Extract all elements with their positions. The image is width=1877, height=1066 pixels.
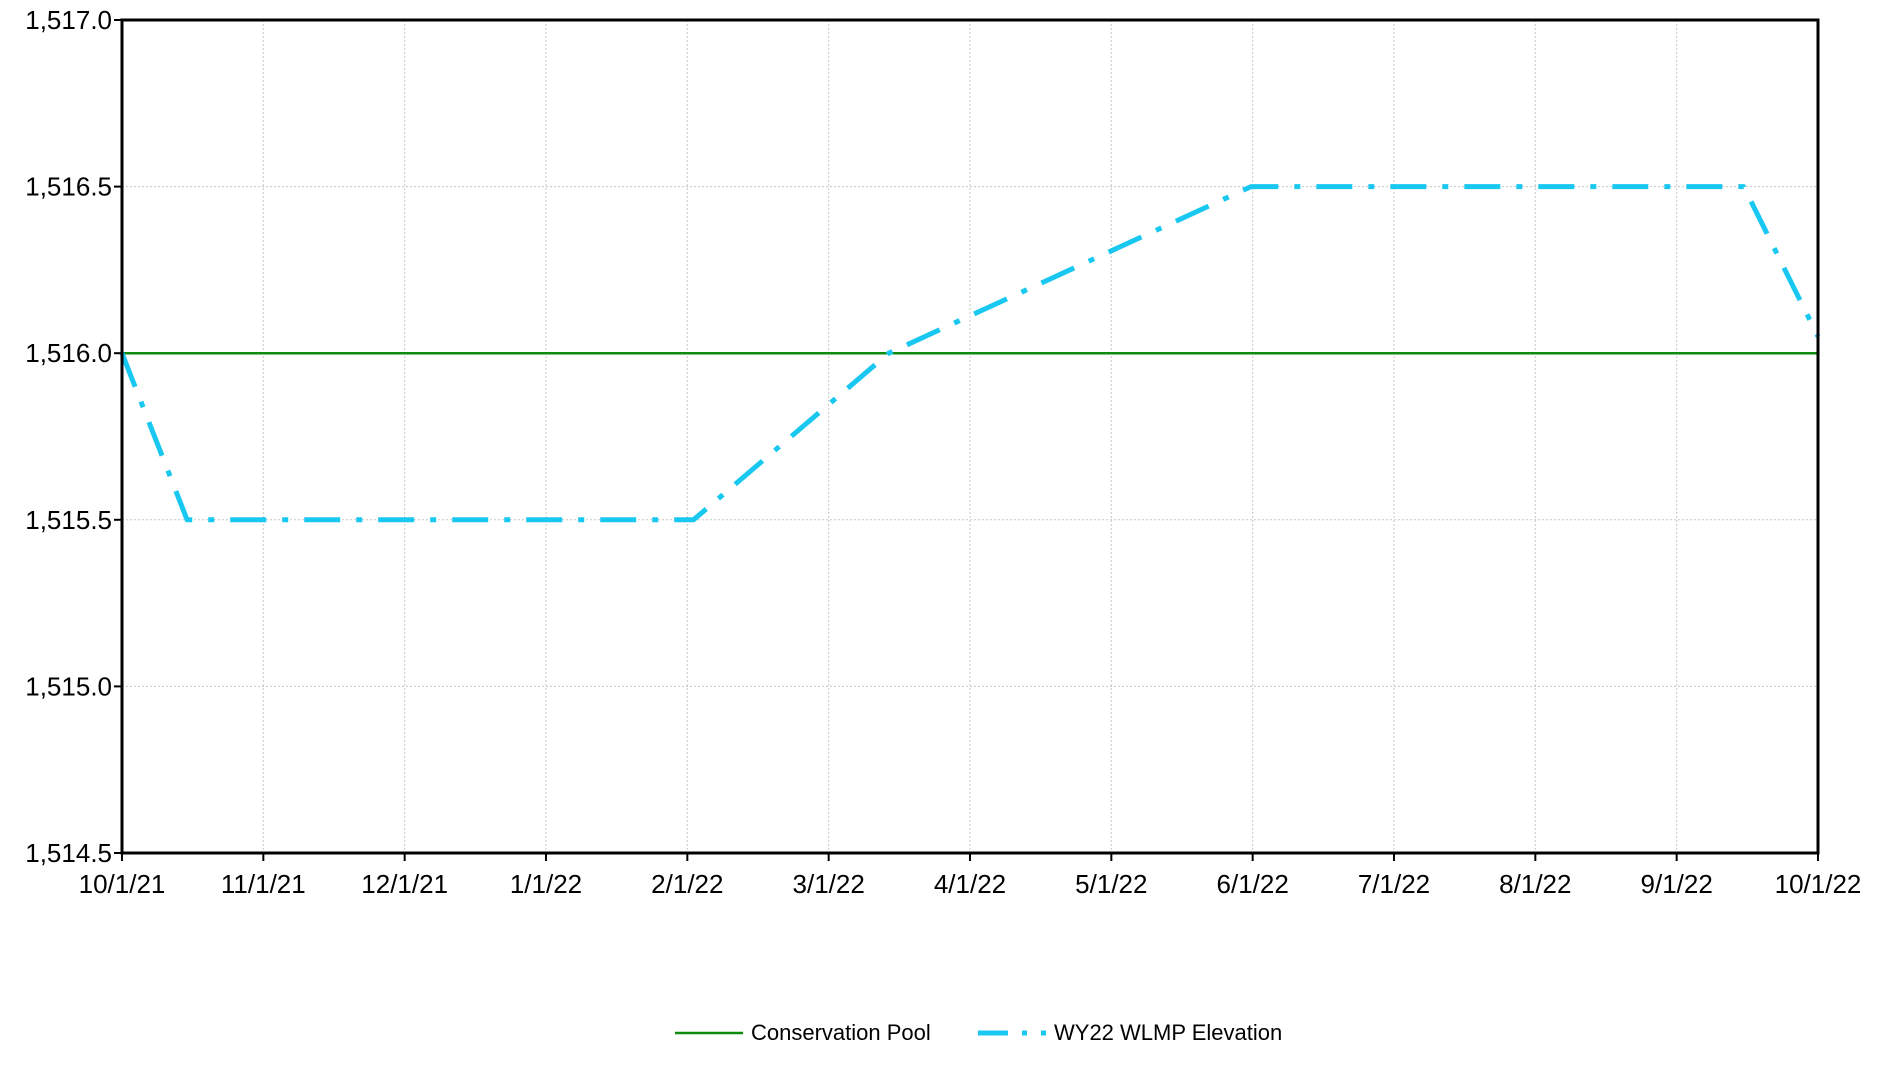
x-tick-label: 1/1/22 xyxy=(510,869,582,899)
x-tick-label: 11/1/21 xyxy=(221,869,306,899)
x-tick-label: 7/1/22 xyxy=(1358,869,1430,899)
x-tick-label: 10/1/22 xyxy=(1775,869,1862,899)
legend-label-1: Conservation Pool xyxy=(751,1020,931,1045)
y-axis-ticks: 1,514.5 1,515.0 1,515.5 1,516.0 1,516.5 1,517… xyxy=(25,5,122,868)
x-tick-label: 2/1/22 xyxy=(651,869,723,899)
x-tick-label: 8/1/22 xyxy=(1499,869,1571,899)
y-tick-label: 1,515.5 xyxy=(25,505,112,535)
y-tick-label: 1,516.5 xyxy=(25,172,112,202)
legend-label-2: WY22 WLMP Elevation xyxy=(1054,1020,1282,1045)
gridlines xyxy=(122,19,1818,854)
y-tick-label: 1,514.5 xyxy=(25,838,112,868)
x-tick-label: 3/1/22 xyxy=(793,869,865,899)
x-tick-label: 10/1/21 xyxy=(79,869,166,899)
y-tick-label: 1,517.0 xyxy=(25,5,112,35)
y-tick-label: 1,516.0 xyxy=(25,338,112,368)
x-tick-label: 12/1/21 xyxy=(361,869,448,899)
y-tick-label: 1,515.0 xyxy=(25,671,112,701)
x-axis-ticks: 10/1/21 11/1/21 12/1/21 1/1/22 2/1/22 3/1/22 4… xyxy=(79,853,1862,899)
legend: Conservation Pool WY22 WLMP Elevation xyxy=(675,1020,1282,1045)
series-line-2 xyxy=(119,184,1821,523)
x-tick-label: 9/1/22 xyxy=(1641,869,1713,899)
x-tick-label: 4/1/22 xyxy=(934,869,1006,899)
series-lines xyxy=(119,184,1821,523)
x-tick-label: 6/1/22 xyxy=(1217,869,1289,899)
x-tick-label: 5/1/22 xyxy=(1075,869,1147,899)
